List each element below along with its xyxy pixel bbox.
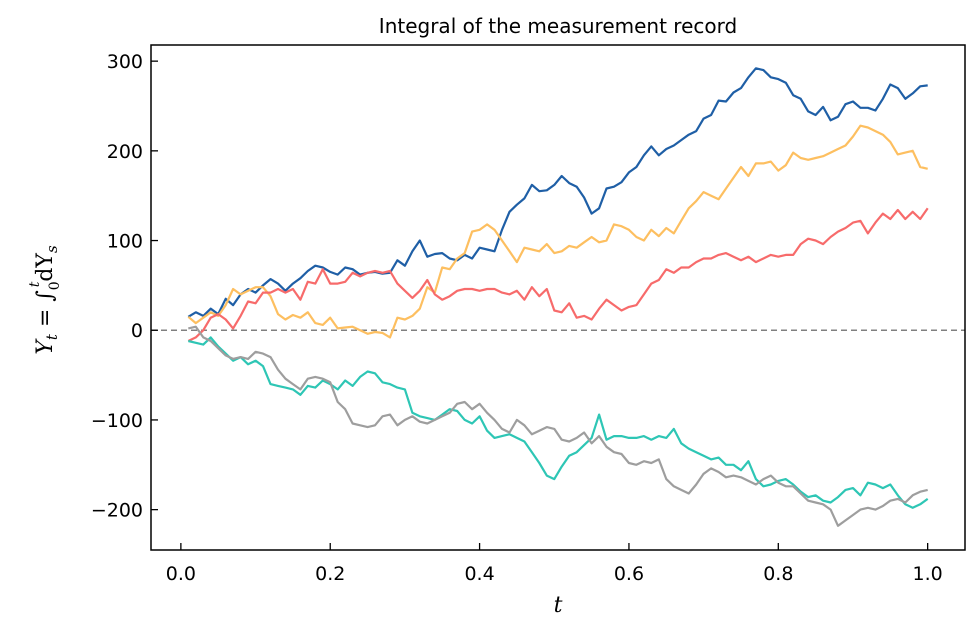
x-tick-label: 0.0 (166, 563, 196, 585)
y-label-lower: 0 (47, 281, 63, 290)
y-label-sub: t (43, 333, 61, 340)
y-tick-label: 0 (131, 320, 143, 342)
series-line-1 (187, 67, 928, 318)
y-tick-label: 100 (107, 231, 143, 253)
plot-area: 0.0 0.2 0.4 0.6 0.8 1.0 300 200 100 0 −100 −200 (91, 44, 966, 585)
y-label-mid: = ∫ (33, 290, 58, 334)
svg-text:Yt = ∫0tdYs: Yt = ∫0tdYs (27, 245, 63, 355)
x-tick-label: 0.2 (315, 563, 345, 585)
y-label-base: Y (33, 338, 58, 355)
series-line-5 (188, 325, 928, 527)
y-tick-label: 300 (107, 51, 143, 73)
y-tick-label: 200 (107, 141, 143, 163)
series-line-2 (187, 124, 928, 339)
x-axis: 0.0 0.2 0.4 0.6 0.8 1.0 (166, 543, 943, 585)
y-axis-label: Yt = ∫0tdYs (27, 245, 63, 355)
x-tick-label: 0.8 (763, 563, 793, 585)
x-tick-label: 1.0 (913, 563, 943, 585)
x-axis-label: t (554, 593, 563, 618)
y-tick-label: −200 (91, 500, 143, 522)
axes-frame (150, 44, 966, 551)
x-tick-label: 0.4 (464, 563, 494, 585)
series-line-4 (188, 336, 929, 509)
chart-title: Integral of the measurement record (379, 14, 737, 38)
y-label-rest: dY (33, 253, 58, 282)
series-line-3 (187, 207, 929, 342)
y-axis: 300 200 100 0 −100 −200 (91, 51, 158, 522)
series-layer (187, 67, 929, 527)
y-label-upper: t (27, 281, 43, 287)
y-label-rest-sub: s (43, 245, 61, 253)
y-tick-label: −100 (91, 410, 143, 432)
x-tick-label: 0.6 (614, 563, 644, 585)
